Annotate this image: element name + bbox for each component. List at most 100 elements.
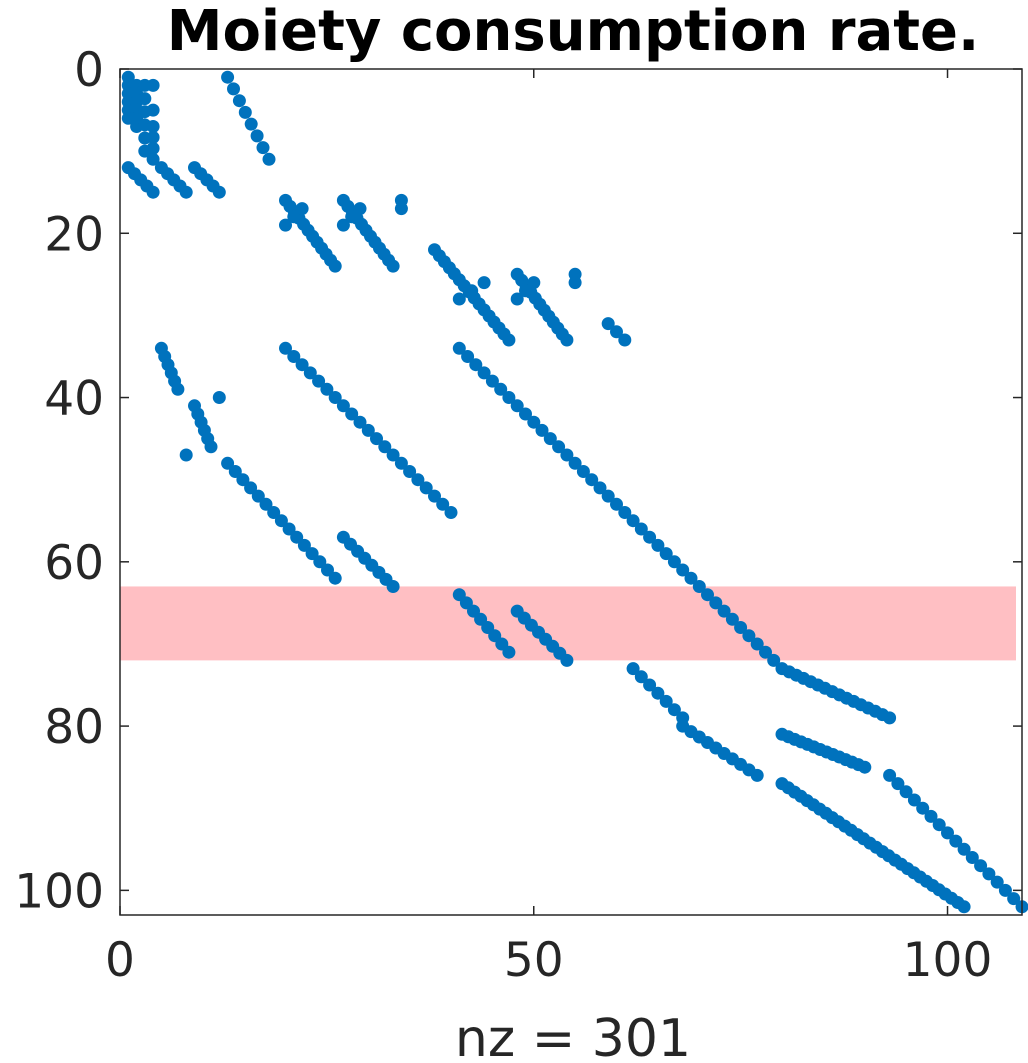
- nonzero-marker: [461, 350, 475, 363]
- chart-title: Moiety consumption rate.: [167, 0, 980, 64]
- nonzero-marker: [1007, 892, 1021, 906]
- nonzero-marker: [502, 391, 516, 404]
- y-tick-label: 60: [44, 536, 104, 591]
- nonzero-marker: [227, 82, 240, 96]
- nonzero-marker: [138, 92, 152, 106]
- nonzero-marker: [883, 711, 897, 725]
- nonzero-marker: [618, 506, 632, 519]
- nonzero-marker: [262, 152, 276, 166]
- nonzero-marker: [244, 117, 258, 131]
- nonzero-marker: [560, 653, 574, 667]
- nonzero-marker: [386, 448, 400, 462]
- nonzero-marker: [907, 793, 921, 807]
- nonzero-marker: [759, 645, 772, 659]
- nonzero-marker: [279, 218, 292, 232]
- nonzero-marker: [282, 522, 296, 536]
- nonzero-marker: [916, 801, 930, 815]
- nonzero-marker: [651, 686, 665, 700]
- nonzero-marker: [394, 456, 408, 470]
- nonzero-marker: [274, 514, 288, 528]
- nonzero-marker: [328, 259, 342, 273]
- nonzero-marker: [519, 284, 532, 298]
- nonzero-marker: [477, 276, 491, 290]
- nonzero-marker: [634, 522, 648, 536]
- nonzero-marker: [444, 506, 458, 519]
- nonzero-marker: [267, 506, 281, 519]
- nonzero-marker: [287, 210, 301, 224]
- nonzero-marker: [428, 489, 441, 503]
- y-tick-label: 20: [44, 207, 104, 262]
- nonzero-marker: [313, 555, 327, 569]
- x-tick-label: 50: [504, 933, 564, 988]
- highlight-band-layer: [120, 586, 1016, 661]
- nonzero-marker: [610, 497, 623, 511]
- nonzero-marker: [626, 662, 640, 676]
- nonzero-marker: [659, 694, 673, 708]
- nonzero-marker: [651, 538, 665, 552]
- nonzero-marker: [436, 497, 450, 511]
- nonzero-marker: [251, 489, 265, 503]
- nonzero-marker: [312, 374, 326, 388]
- nonzero-marker: [179, 448, 193, 462]
- nonzero-marker: [212, 391, 226, 404]
- nonzero-marker: [767, 653, 781, 667]
- nonzero-marker: [221, 456, 235, 470]
- nonzero-marker: [734, 621, 748, 634]
- nonzero-marker: [494, 382, 508, 396]
- nonzero-marker: [725, 612, 739, 626]
- nonzero-marker: [321, 563, 334, 577]
- nonzero-marker: [469, 358, 483, 372]
- nonzero-marker: [891, 777, 905, 791]
- nonzero-marker: [477, 366, 491, 380]
- nonzero-marker: [250, 129, 264, 143]
- nonzero-marker: [290, 530, 304, 544]
- nonzero-marker: [403, 465, 417, 478]
- nonzero-marker: [676, 563, 690, 577]
- nonzero-marker: [394, 202, 408, 216]
- nonzero-marker: [692, 580, 706, 593]
- nonzero-marker: [146, 185, 160, 199]
- nonzero-marker: [527, 276, 541, 290]
- nonzero-marker: [303, 366, 317, 380]
- nonzero-marker: [370, 432, 383, 446]
- nonzero-marker: [146, 103, 160, 117]
- nonzero-marker: [502, 333, 516, 347]
- nonzero-marker: [643, 530, 657, 544]
- nonzero-marker: [336, 399, 350, 413]
- nonzero-marker: [502, 645, 516, 659]
- nonzero-marker: [336, 218, 350, 232]
- nonzero-marker: [659, 547, 673, 561]
- nonzero-marker: [750, 768, 764, 782]
- nonzero-markers: [121, 70, 1028, 914]
- nonzero-marker: [320, 382, 334, 396]
- nonzero-marker: [386, 259, 400, 273]
- nonzero-marker: [643, 678, 657, 692]
- nonzero-marker: [717, 604, 731, 618]
- highlight-band: [120, 586, 1016, 661]
- nonzero-marker: [519, 407, 532, 421]
- nonzero-marker: [465, 284, 479, 298]
- x-tick-label: 0: [105, 933, 135, 988]
- y-tick-label: 80: [44, 700, 104, 755]
- nonzero-marker: [228, 465, 242, 478]
- nonzero-marker: [256, 141, 270, 155]
- nonzero-marker: [452, 292, 466, 306]
- nonzero-marker: [295, 202, 309, 216]
- nonzero-marker: [552, 440, 566, 454]
- nonzero-marker: [982, 867, 996, 881]
- nonzero-marker: [221, 70, 235, 84]
- nonzero-marker: [361, 423, 375, 437]
- nonzero-marker: [345, 210, 359, 224]
- nonzero-marker: [287, 350, 301, 363]
- nonzero-marker: [941, 826, 954, 840]
- nonzero-marker: [527, 415, 541, 429]
- nonzero-marker: [297, 538, 311, 552]
- nonzero-marker: [610, 325, 623, 339]
- nonzero-marker: [345, 407, 359, 421]
- nonzero-marker: [568, 456, 582, 470]
- nonzero-marker: [618, 333, 632, 347]
- nonzero-marker: [353, 415, 367, 429]
- plot-area-background: [120, 69, 1022, 915]
- nonzero-marker: [485, 374, 499, 388]
